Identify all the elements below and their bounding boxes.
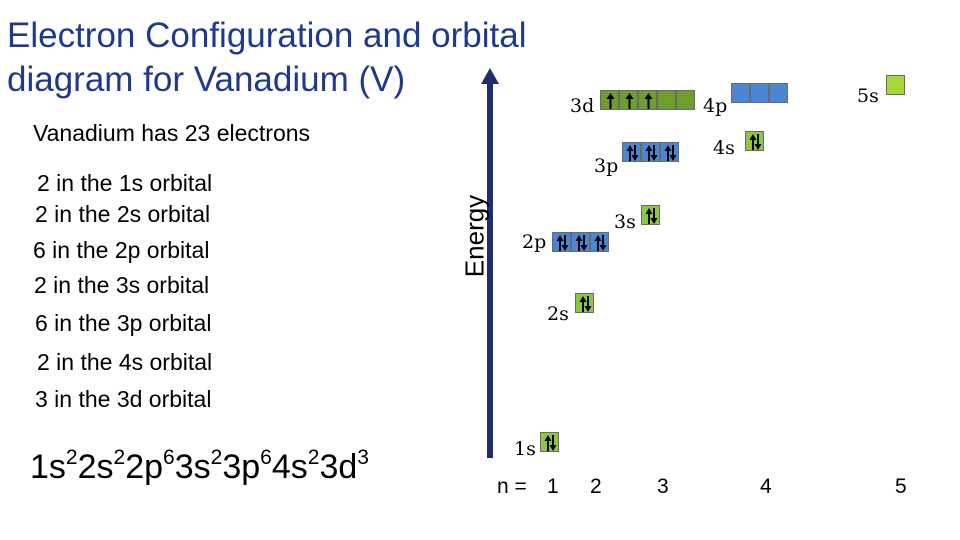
orbital-box-3p-3 xyxy=(660,142,679,162)
config-superscript-1s: 2 xyxy=(65,446,78,469)
config-term-2s: 2s xyxy=(77,448,114,486)
orbital-count-4: 2 in the 3s orbital xyxy=(34,272,210,298)
title-line-1: Electron Configuration and orbital xyxy=(7,16,527,55)
orbital-box-3d-4 xyxy=(657,90,676,110)
n-axis-value-3: 3 xyxy=(657,475,669,498)
config-superscript-3d: 3 xyxy=(357,446,369,469)
orbital-box-3s-1 xyxy=(641,205,660,225)
orbital-box-1s-1 xyxy=(540,432,559,452)
n-axis-label: n = xyxy=(497,475,527,498)
n-axis-value-2: 2 xyxy=(590,475,602,498)
orbital-box-2p-3 xyxy=(590,232,609,252)
orbital-box-3d-2 xyxy=(619,90,638,110)
config-superscript-4s: 2 xyxy=(307,446,320,469)
orbital-box-2s-1 xyxy=(575,293,594,313)
orbital-label-3d: 3d xyxy=(570,95,595,117)
orbital-label-1s: 1s xyxy=(514,438,536,460)
orbital-count-3: 6 in the 2p orbital xyxy=(33,237,210,263)
orbital-label-3s: 3s xyxy=(614,211,636,233)
config-term-3p: 3p xyxy=(222,448,261,486)
orbital-box-2p-1 xyxy=(552,232,571,252)
energy-arrow-head xyxy=(481,68,499,84)
orbital-count-1: 2 in the 1s orbital xyxy=(37,170,213,196)
orbital-count-5: 6 in the 3p orbital xyxy=(35,310,212,336)
n-axis-value-1: 1 xyxy=(547,475,559,498)
config-term-3s: 3s xyxy=(174,448,211,486)
electron-total-text: Vanadium has 23 electrons xyxy=(33,120,311,146)
config-term-4s: 4s xyxy=(271,448,308,486)
orbital-count-2: 2 in the 2s orbital xyxy=(35,201,211,227)
orbital-box-3d-5 xyxy=(676,90,695,110)
orbital-count-7: 3 in the 3d orbital xyxy=(35,386,212,412)
n-axis-value-5: 5 xyxy=(895,475,907,498)
orbital-box-3d-1 xyxy=(600,90,619,110)
config-superscript-3p: 6 xyxy=(260,446,272,469)
orbital-box-3p-2 xyxy=(641,142,660,162)
orbital-label-4p: 4p xyxy=(703,95,728,117)
orbital-box-4s-1 xyxy=(745,131,764,151)
orbital-box-4p-3 xyxy=(769,83,788,103)
energy-axis xyxy=(487,82,493,458)
orbital-label-2s: 2s xyxy=(547,303,569,325)
n-axis-value-4: 4 xyxy=(760,475,772,498)
config-term-1s: 1s xyxy=(30,448,66,486)
orbital-label-3p: 3p xyxy=(594,155,619,177)
orbital-box-4p-1 xyxy=(731,83,750,103)
page-title: Electron Configuration and orbital diagr… xyxy=(7,14,526,102)
config-superscript-2p: 6 xyxy=(163,446,175,469)
energy-axis-label: Energy xyxy=(459,194,490,278)
orbital-count-6: 2 in the 4s orbital xyxy=(37,349,213,375)
orbital-box-5s-1 xyxy=(886,75,905,95)
electron-configuration: 1s22s22p63s23p64s23d3 xyxy=(30,446,369,487)
config-term-2p: 2p xyxy=(125,448,164,486)
config-superscript-3s: 2 xyxy=(210,446,223,469)
orbital-box-3d-3 xyxy=(638,90,657,110)
orbital-box-2p-2 xyxy=(571,232,590,252)
orbital-box-3p-1 xyxy=(622,142,641,162)
orbital-box-4p-2 xyxy=(750,83,769,103)
orbital-label-4s: 4s xyxy=(713,137,735,159)
orbital-label-2p: 2p xyxy=(522,231,547,253)
config-superscript-2s: 2 xyxy=(113,446,126,469)
orbital-label-5s: 5s xyxy=(857,85,879,107)
title-line-2: diagram for Vanadium (V) xyxy=(7,60,406,99)
config-term-3d: 3d xyxy=(319,448,358,486)
